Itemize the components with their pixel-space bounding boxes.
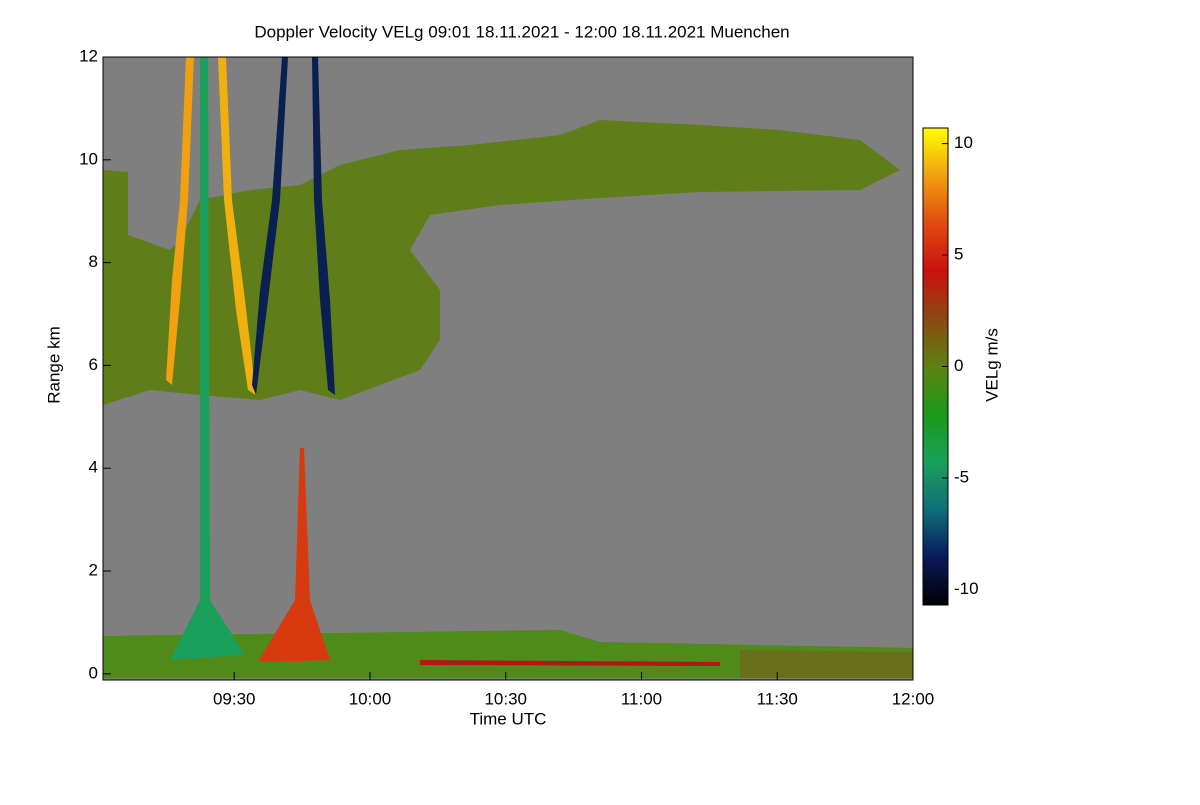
heatmap	[103, 57, 913, 680]
y-tick-label: 8	[89, 252, 98, 271]
x-axis-label: Time UTC	[470, 709, 547, 728]
boundary-mix	[740, 650, 913, 678]
x-tick-label: 10:00	[349, 689, 392, 708]
y-tick-label: 10	[79, 149, 98, 168]
streak-yellow	[218, 57, 256, 395]
x-tick-label: 11:30	[757, 689, 798, 708]
colorbar-tick-label: -5	[954, 467, 969, 486]
boundary-streak	[420, 660, 720, 666]
y-tick-label: 4	[89, 458, 98, 477]
colorbar-tick-label: 10	[954, 133, 973, 152]
x-tick-label: 10:30	[484, 689, 527, 708]
spike-red	[258, 448, 330, 662]
colorbar-tick-label: -10	[954, 579, 979, 598]
chart-title: Doppler Velocity VELg 09:01 18.11.2021 -…	[254, 22, 789, 41]
streak-blue	[252, 57, 288, 395]
x-tick-label: 12:00	[892, 689, 935, 708]
colorbar-tick-label: 0	[954, 356, 963, 375]
colorbar-label: VELg m/s	[982, 328, 1001, 402]
y-axis-label: Range km	[44, 326, 63, 403]
y-tick-label: 2	[89, 561, 98, 580]
cloud-layer	[103, 120, 900, 405]
colorbar-tick-label: 5	[954, 245, 963, 264]
y-tick-label: 0	[89, 663, 98, 682]
spike-green	[170, 57, 245, 660]
x-tick-label: 09:30	[213, 689, 256, 708]
plot-frame	[102, 56, 914, 681]
streak-yellow	[166, 57, 194, 385]
y-tick-label: 12	[79, 46, 98, 65]
streak-blue	[312, 57, 335, 395]
y-tick-label: 6	[89, 355, 98, 374]
x-tick-label: 11:00	[621, 689, 662, 708]
